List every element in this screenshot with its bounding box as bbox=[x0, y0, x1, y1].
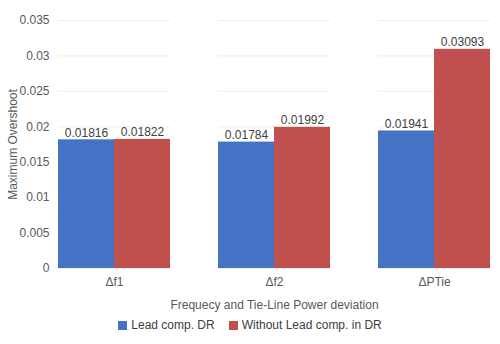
svg-text:0.01822: 0.01822 bbox=[121, 125, 165, 139]
svg-text:0.01784: 0.01784 bbox=[225, 128, 269, 142]
svg-text:0.03: 0.03 bbox=[26, 49, 50, 63]
svg-text:0.01941: 0.01941 bbox=[385, 117, 429, 131]
svg-text:0.01992: 0.01992 bbox=[281, 113, 325, 127]
svg-text:0: 0 bbox=[43, 261, 50, 275]
svg-text:Frequecy and Tie-Line Power de: Frequecy and Tie-Line Power deviation bbox=[170, 298, 378, 312]
html-text:Lead comp. DR: Lead comp. DR bbox=[131, 318, 215, 332]
svg-text:0.035: 0.035 bbox=[19, 13, 49, 27]
svg-text:0.005: 0.005 bbox=[19, 226, 49, 240]
svg-text:Δf2: Δf2 bbox=[265, 275, 283, 289]
svg-text:0.01816: 0.01816 bbox=[65, 126, 109, 140]
svg-text:0.03093: 0.03093 bbox=[441, 35, 485, 49]
html-text:Without Lead comp. in DR: Without Lead comp. in DR bbox=[241, 318, 382, 332]
svg-text:Δf1: Δf1 bbox=[105, 275, 123, 289]
svg-text:0.02: 0.02 bbox=[26, 120, 50, 134]
svg-text:Maximum Overshoot: Maximum Overshoot bbox=[6, 88, 20, 199]
svg-text:0.025: 0.025 bbox=[19, 84, 49, 98]
svg-text:0.01: 0.01 bbox=[26, 190, 50, 204]
svg-text:0.015: 0.015 bbox=[19, 155, 49, 169]
svg-text:ΔPTie: ΔPTie bbox=[418, 275, 451, 289]
